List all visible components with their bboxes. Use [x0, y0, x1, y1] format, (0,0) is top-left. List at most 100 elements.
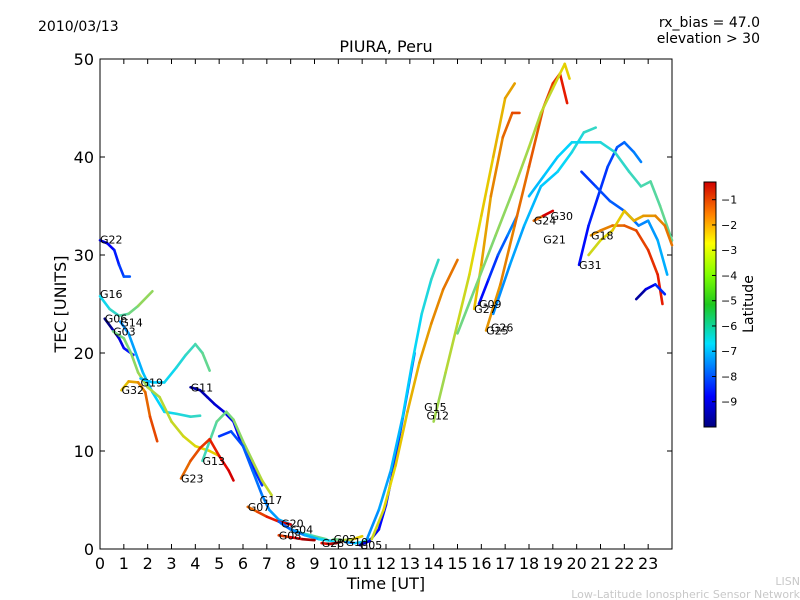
- colorbar-tick-label: −4: [721, 269, 737, 282]
- sat-label-g26: G26: [491, 322, 514, 335]
- series-G13-segment: [260, 479, 273, 497]
- series-G31-segment: [587, 194, 600, 227]
- series-G09-segment: [487, 253, 500, 281]
- x-tick-label: 18: [519, 554, 539, 573]
- series-G02-segment: [351, 534, 364, 541]
- series-G03-segment: [129, 351, 140, 374]
- series-G25-segment: [558, 72, 569, 105]
- sat-label-g08: G08: [279, 529, 302, 542]
- series-G11-segment: [205, 395, 216, 406]
- x-tick-label: 17: [495, 554, 515, 573]
- series-G19-segment: [163, 366, 178, 384]
- series-G12-segment: [429, 287, 445, 325]
- x-tick-label: 9: [309, 554, 319, 573]
- series-G12-segment: [394, 410, 409, 468]
- series-G19-segment: [201, 351, 211, 372]
- series-G23-segment: [198, 437, 211, 450]
- series-G19-segment: [174, 353, 188, 370]
- series-G13-segment: [208, 420, 219, 443]
- sat-label-g27: G27: [474, 303, 497, 316]
- series-G17-segment: [251, 469, 264, 497]
- sat-label-g05: G05: [360, 539, 383, 552]
- series-G28-segment: [334, 539, 345, 545]
- series-G21-segment: [491, 263, 512, 316]
- series-G19-segment: [194, 342, 204, 355]
- series-G18-segment: [634, 229, 650, 252]
- series-G11-segment: [253, 469, 264, 487]
- series-G26-segment: [456, 273, 471, 325]
- series-G14-segment: [127, 332, 138, 355]
- series-G25-segment: [513, 165, 531, 227]
- sat-label-g04: G04: [291, 523, 314, 536]
- rx-bias-label: rx_bias = 47.0: [659, 15, 760, 31]
- series-G23-segment: [227, 469, 235, 482]
- series-G32-segment: [127, 380, 140, 384]
- x-tick-label: 10: [328, 554, 348, 573]
- y-tick-label: 20: [74, 344, 94, 363]
- x-tick-label: 1: [119, 554, 129, 573]
- series-G13-segment: [215, 410, 228, 423]
- series-G06-segment: [103, 317, 114, 330]
- series-track30-segment: [527, 175, 545, 198]
- series-G06-segment: [117, 336, 126, 350]
- series-G13-segment: [225, 410, 235, 421]
- series-track30-segment: [639, 180, 652, 188]
- series-G14-segment: [118, 320, 130, 335]
- sat-label-g15: G15: [424, 401, 447, 414]
- series-G04-segment: [317, 537, 335, 543]
- series-G11-segment: [198, 388, 209, 399]
- series-track33-segment: [611, 209, 626, 232]
- sat-label-g22: G22: [100, 233, 123, 246]
- series-G03-segment: [122, 336, 133, 355]
- series-G08-segment: [289, 535, 304, 541]
- x-tick-label: 20: [566, 554, 586, 573]
- series-G17-segment: [260, 493, 271, 512]
- series-track31-segment: [646, 219, 660, 242]
- series-G31-segment: [577, 224, 590, 267]
- series-G13-segment: [232, 418, 245, 443]
- series-G32-segment: [120, 380, 130, 392]
- series-G11-segment: [213, 402, 226, 414]
- series-G02-segment: [332, 537, 345, 542]
- sat-label-g17: G17: [260, 494, 283, 507]
- series-G02-segment: [341, 537, 354, 542]
- series-G03-segment: [158, 395, 173, 423]
- series-G15-segment: [420, 278, 433, 316]
- watermark-lisn: LISN: [775, 575, 800, 588]
- series-G13-segment: [201, 439, 211, 463]
- series-G13-segment: [241, 439, 254, 463]
- series-G14-segment: [151, 390, 166, 414]
- date-label: 2010/03/13: [38, 19, 119, 35]
- series-G07-segment: [255, 510, 269, 518]
- series-G32-segment: [148, 415, 159, 443]
- series-G19-segment: [184, 342, 197, 357]
- series-G12-segment: [441, 258, 459, 291]
- series-track33-segment: [599, 229, 614, 242]
- plot-area: [99, 58, 673, 550]
- series-G18-segment: [646, 248, 660, 276]
- x-tick-label: 21: [590, 554, 610, 573]
- series-G26-segment: [468, 214, 483, 276]
- sat-label-g24: G24: [534, 215, 557, 228]
- series-G22-segment: [105, 241, 116, 252]
- series-track32-segment: [634, 287, 648, 301]
- series-G03-segment: [182, 434, 197, 448]
- x-tick-label: 11: [352, 554, 372, 573]
- x-tick-label: 6: [238, 554, 248, 573]
- series-G26-segment: [503, 82, 517, 100]
- x-tick-label: 16: [471, 554, 491, 573]
- series-G31-segment: [632, 150, 643, 164]
- series-G12-segment: [370, 508, 385, 541]
- colorbar-tick-label: −1: [721, 194, 737, 207]
- x-tick-label: 4: [190, 554, 200, 573]
- x-tick-label: 22: [614, 554, 634, 573]
- series-G14-segment: [174, 412, 192, 419]
- series-G15-segment: [377, 469, 393, 512]
- series-G23-segment: [179, 459, 192, 480]
- series-G21-segment: [556, 150, 574, 173]
- series-G21-segment: [582, 126, 598, 134]
- series-G18-segment: [623, 224, 638, 232]
- chart-title: PIURA, Peru: [339, 37, 432, 56]
